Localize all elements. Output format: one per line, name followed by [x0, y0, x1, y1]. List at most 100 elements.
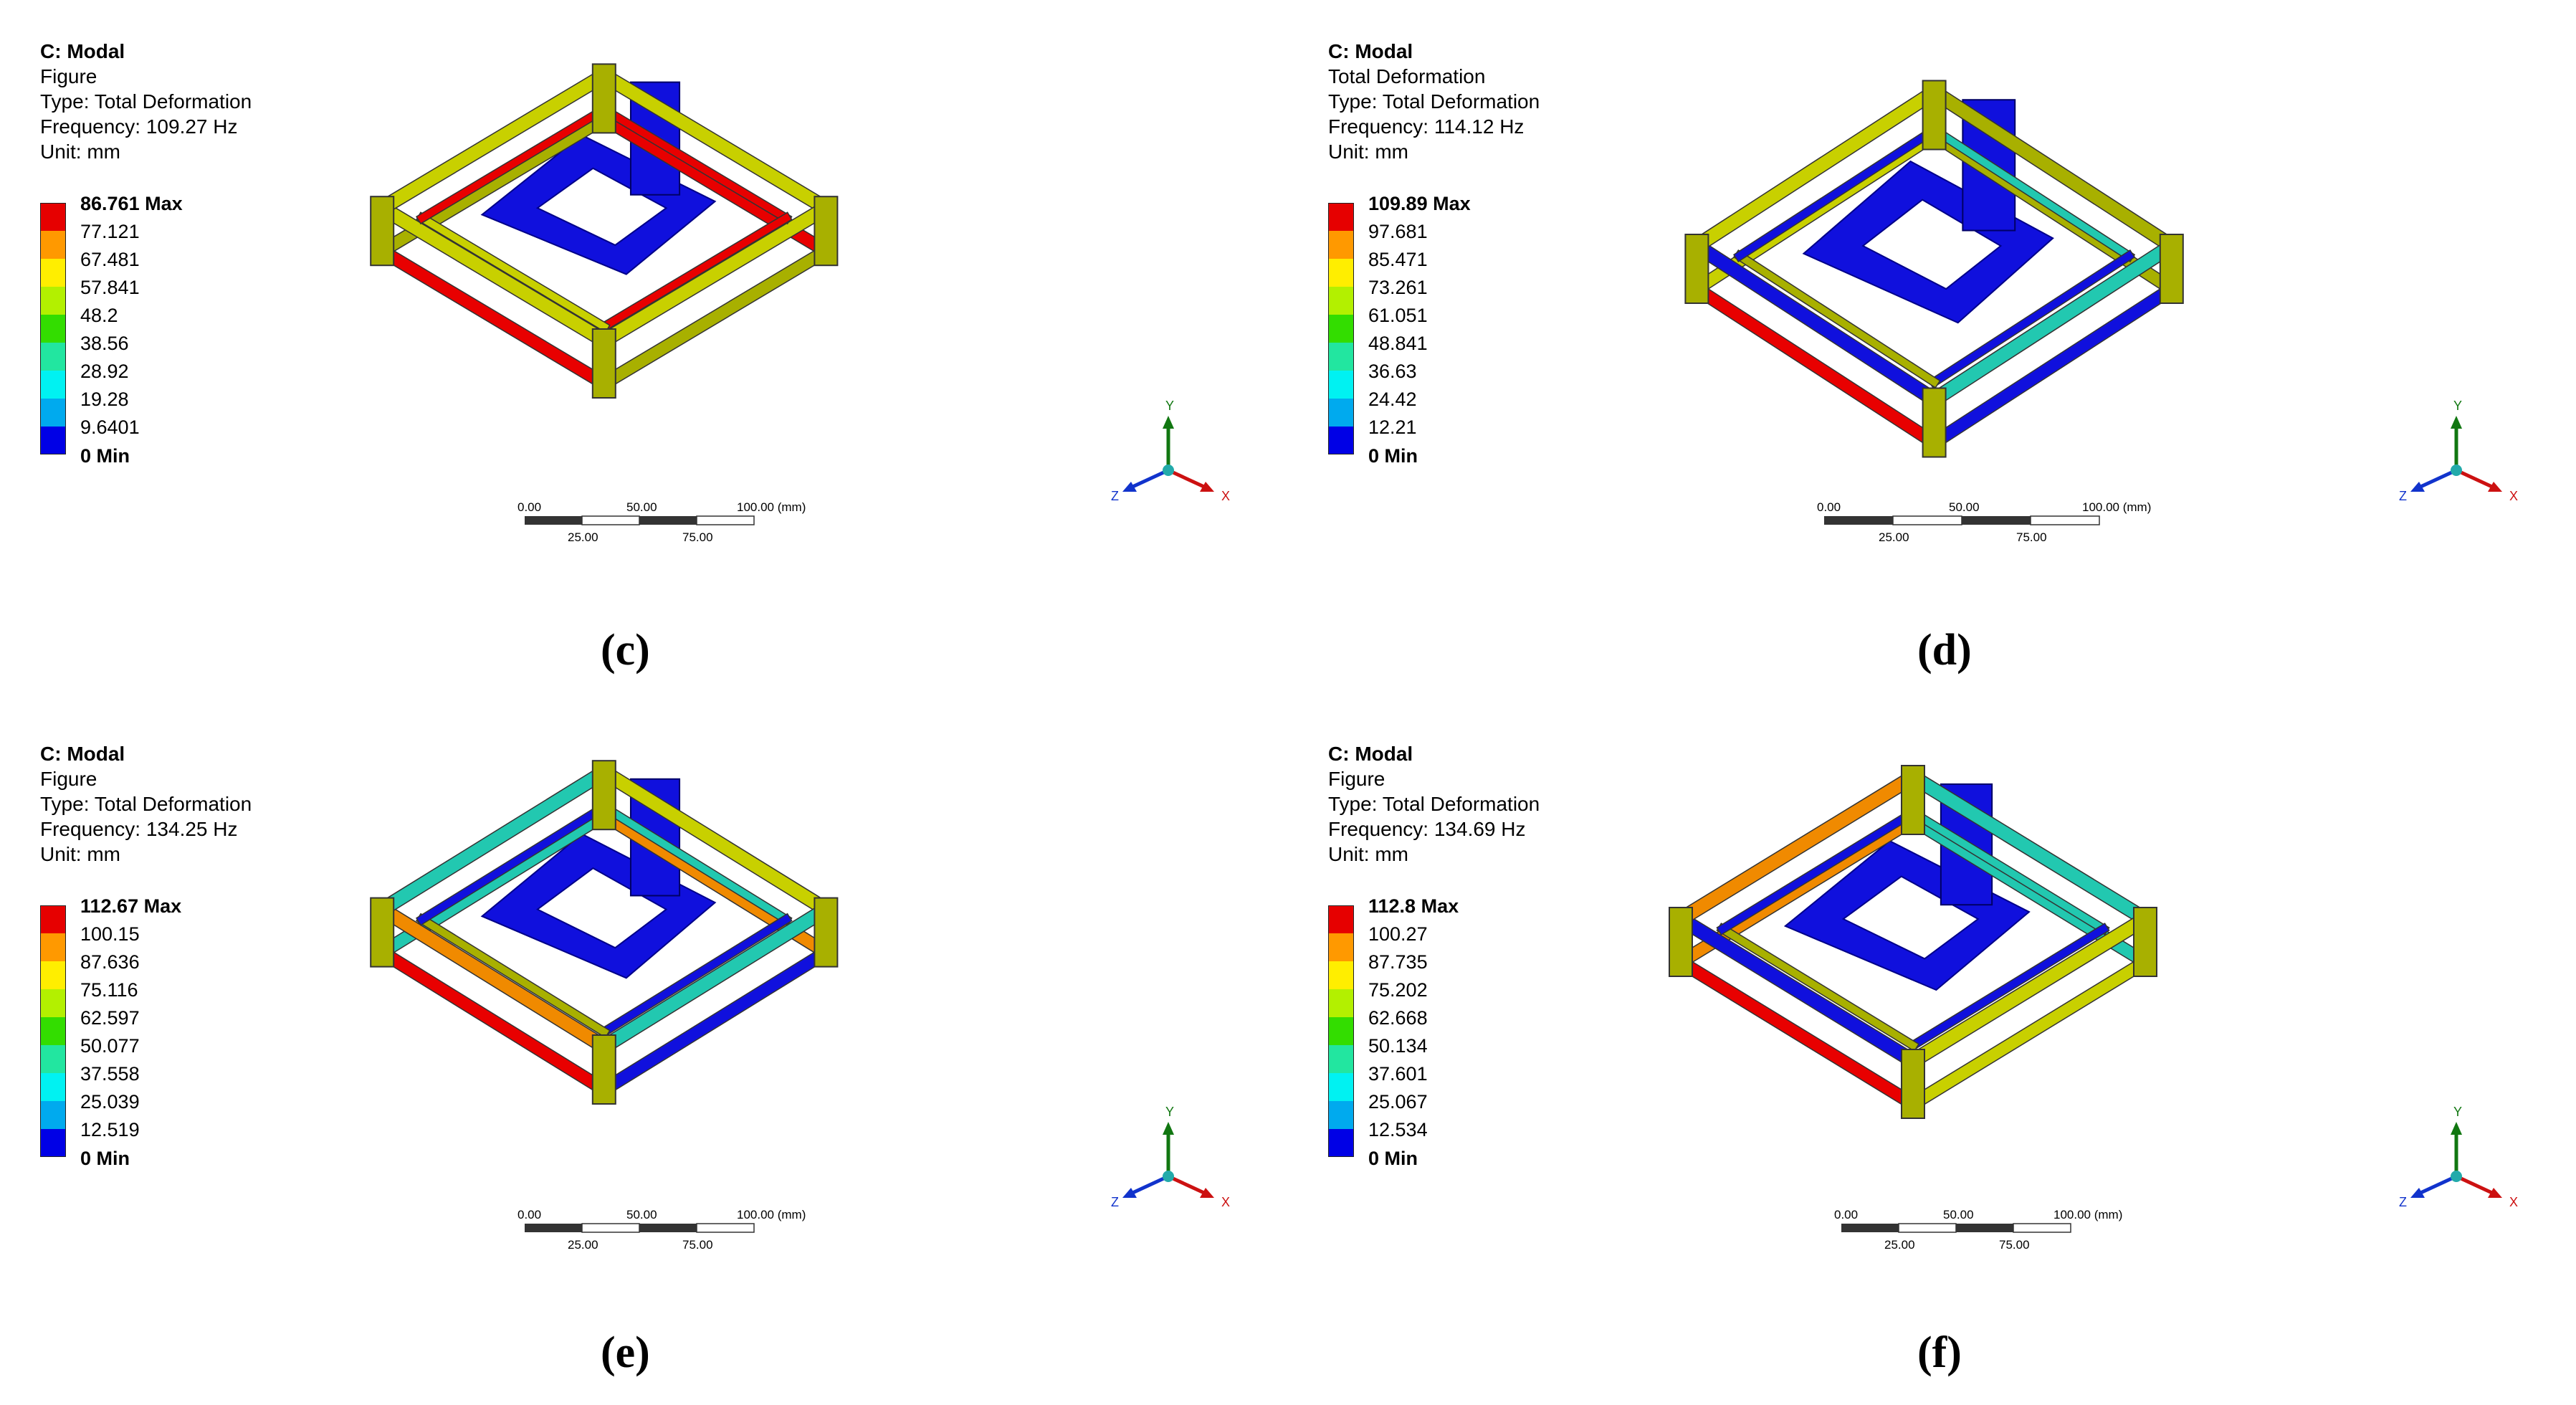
result-info: C: Modal Figure Type: Total Deformation … — [1328, 741, 1540, 867]
corner-post — [1684, 234, 1709, 304]
legend-swatch — [40, 989, 66, 1017]
legend-label: 67.481 — [80, 249, 140, 270]
lower-frame-beam — [1905, 954, 2153, 1112]
corner-post — [591, 760, 616, 831]
legend-swatch — [1328, 933, 1354, 961]
axis-triad: Y X Z — [2399, 1105, 2518, 1209]
corner-post — [2133, 907, 2157, 977]
deformed-frame-model — [1669, 765, 2157, 1119]
scale-bar: 0.00 50.00 100.00 (mm) 25.00 75.00 — [1834, 1208, 2127, 1258]
inner-beam — [1735, 251, 1940, 387]
scale-tick-label: 75.00 — [682, 1238, 713, 1252]
panel-caption: (c) — [601, 626, 650, 675]
info-analysis: C: Modal — [40, 743, 125, 765]
axis-triad: Y X Z — [2399, 399, 2518, 503]
legend-swatch — [40, 287, 66, 315]
upper-frame-beam — [1687, 83, 1944, 255]
corner-post — [1922, 80, 1947, 151]
legend-swatch — [1328, 231, 1354, 259]
legend-swatch — [40, 1045, 66, 1073]
legend-swatch — [1328, 343, 1354, 371]
info-unit: Unit: mm — [1328, 843, 1408, 865]
legend-max-label: 112.8 Max — [1368, 895, 1459, 917]
upper-frame-beam — [1687, 237, 1944, 409]
legend-swatch — [1328, 259, 1354, 287]
scale-tick-label: 75.00 — [1999, 1238, 2030, 1252]
inner-beam — [1908, 807, 2109, 934]
legend-label: 12.534 — [1368, 1119, 1428, 1140]
legend-label: 12.519 — [80, 1119, 140, 1140]
legend-swatch — [1328, 1129, 1354, 1157]
legend-label: 75.202 — [1368, 979, 1428, 1001]
legend-swatch — [40, 343, 66, 371]
inner-beam — [598, 801, 791, 925]
inner-beam — [1735, 125, 1940, 261]
legend-min-label: 0 Min — [80, 1148, 130, 1169]
axis-label-z: Z — [1111, 1195, 1119, 1209]
scale-tick-label: 25.00 — [568, 1238, 598, 1252]
legend-swatch — [40, 427, 66, 454]
deformed-frame-model — [370, 63, 839, 399]
info-analysis: C: Modal — [1328, 40, 1413, 62]
inner-beam — [1929, 125, 2134, 261]
upper-frame-beam — [1925, 83, 2181, 255]
axis-label-y: Y — [1165, 399, 1174, 413]
legend-label: 50.077 — [80, 1035, 140, 1057]
lower-frame-beam — [374, 944, 612, 1098]
scale-tick-label: 100.00 (mm) — [737, 500, 806, 514]
inner-beam — [598, 914, 791, 1037]
legend-label: 19.28 — [80, 389, 129, 410]
panel-caption: (e) — [601, 1328, 650, 1377]
panel-d: C: Modal Total Deformation Type: Total D… — [1288, 0, 2576, 702]
inner-beam — [598, 104, 791, 224]
corner-post — [370, 897, 395, 968]
legend-label: 77.121 — [80, 221, 140, 242]
inner-beam — [1929, 251, 2134, 387]
info-type: Type: Total Deformation — [1328, 793, 1540, 815]
result-info: C: Modal Figure Type: Total Deformation … — [40, 39, 252, 164]
legend-label: 36.63 — [1368, 361, 1417, 382]
legend-label: 100.15 — [80, 923, 140, 945]
panel-caption: (f) — [1917, 1328, 1962, 1377]
panel-e: C: Modal Figure Type: Total Deformation … — [0, 702, 1288, 1405]
legend-label: 62.668 — [1368, 1007, 1428, 1029]
scale-bar-graphic — [1841, 1223, 2071, 1233]
legend-min-label: 0 Min — [80, 445, 130, 467]
corner-post — [2159, 234, 2184, 304]
axis-label-x: X — [1221, 1195, 1230, 1209]
scale-tick-label: 75.00 — [2016, 530, 2047, 544]
info-unit: Unit: mm — [40, 843, 120, 865]
legend-swatch — [40, 259, 66, 287]
legend-min-label: 0 Min — [1368, 1148, 1418, 1169]
deformed-frame-model — [1684, 80, 2184, 458]
legend-label: 85.471 — [1368, 249, 1428, 270]
axis-label-x: X — [2509, 1195, 2518, 1209]
legend-swatch — [1328, 427, 1354, 454]
legend-max-label: 112.67 Max — [80, 895, 182, 917]
upper-frame-beam — [1904, 910, 2155, 1070]
legend-label: 57.841 — [80, 277, 140, 298]
upper-frame-beam — [373, 67, 614, 217]
scale-tick-label: 50.00 — [626, 500, 657, 514]
axis-triad: Y X Z — [1111, 1105, 1230, 1209]
legend-swatch — [1328, 1017, 1354, 1045]
legend-label: 73.261 — [1368, 277, 1428, 298]
inner-beam — [417, 801, 609, 925]
legend-swatch — [1328, 315, 1354, 343]
legend-swatch — [1328, 399, 1354, 427]
legend-swatch — [1328, 961, 1354, 989]
upper-frame-beam — [1671, 768, 1922, 928]
info-type: Type: Total Deformation — [1328, 90, 1540, 113]
inner-beam — [417, 213, 609, 332]
axis-label-z: Z — [2399, 489, 2407, 503]
lower-frame-beam — [374, 243, 612, 391]
legend-label: 28.92 — [80, 361, 129, 382]
scale-tick-label: 100.00 (mm) — [2053, 1208, 2123, 1221]
legend-swatch — [1328, 1101, 1354, 1129]
lower-frame-beam — [1673, 954, 1921, 1112]
legend-swatch — [40, 315, 66, 343]
scale-tick-label: 50.00 — [626, 1208, 657, 1221]
axis-label-x: X — [2509, 489, 2518, 503]
info-analysis: C: Modal — [1328, 743, 1413, 765]
axis-triad: Y X Z — [1111, 399, 1230, 503]
